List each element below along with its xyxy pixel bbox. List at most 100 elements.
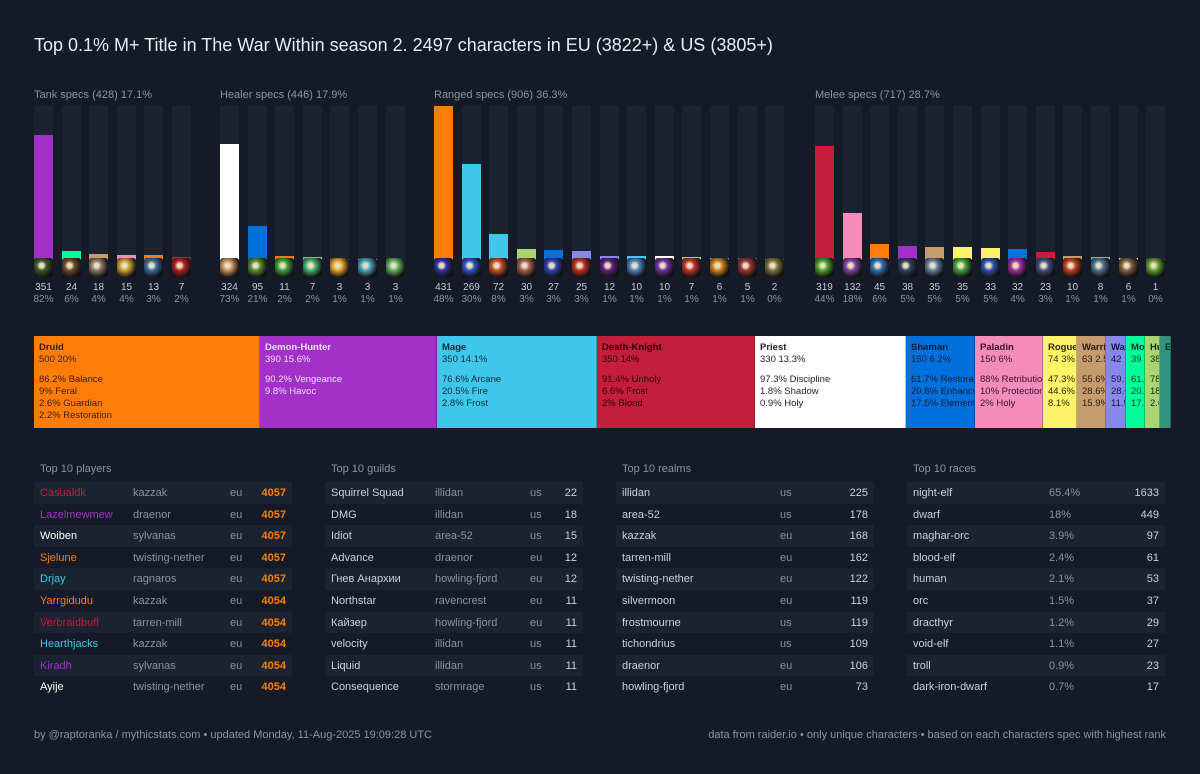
- table-row: illidan us 225: [616, 482, 874, 504]
- spec-bar: [981, 248, 1000, 260]
- realm-count: 178: [849, 508, 868, 521]
- guild-realm: area-52: [435, 530, 473, 543]
- spec-bar: [489, 234, 508, 260]
- spec-bar: [89, 254, 108, 260]
- guild-count: 11: [565, 616, 577, 629]
- class-total: 63 2.5%: [1082, 354, 1105, 365]
- realm-region: eu: [780, 530, 793, 543]
- spec-count: 7: [178, 282, 185, 293]
- guild-region: us: [530, 659, 542, 672]
- guild-region: us: [530, 487, 542, 499]
- race-percent: 2.1%: [1049, 573, 1075, 586]
- table-row: tichondrius us 109: [616, 633, 874, 655]
- spec-count: 319: [816, 282, 833, 293]
- realm-name: silvermoon: [622, 594, 676, 607]
- havoc-icon: [898, 258, 917, 277]
- class-spec-share: 20.5%: [1131, 386, 1145, 397]
- spec-bar: [248, 226, 267, 260]
- player-name: Sjelune: [40, 551, 77, 564]
- class-block: Evoker: [1160, 336, 1171, 428]
- spec-bar: [925, 247, 944, 260]
- class-total: 150 6.2%: [911, 354, 952, 365]
- race-name: human: [913, 573, 947, 586]
- realm-count: 119: [850, 616, 868, 629]
- spec-count: 5: [744, 282, 751, 293]
- race-percent: 65.4%: [1049, 487, 1081, 499]
- table-row: Casualdk kazzak eu 4057: [34, 482, 292, 504]
- realm-region: us: [780, 616, 792, 629]
- player-region: eu: [230, 487, 243, 499]
- realm-region: us: [780, 508, 792, 521]
- spec-bar: [144, 255, 163, 260]
- guild-name: velocity: [331, 638, 368, 651]
- table-row: Lazelmewmew draenor eu 4057: [34, 504, 292, 526]
- player-score: 4054: [261, 638, 286, 651]
- spec-count: 23: [1039, 282, 1052, 293]
- page-title: Top 0.1% M+ Title in The War Within seas…: [34, 35, 773, 55]
- class-spec-share: 17.9%: [1131, 398, 1145, 409]
- guild-name: Advance: [331, 551, 374, 564]
- spec-percent: 3%: [146, 294, 161, 305]
- spec-count: 7: [688, 282, 695, 293]
- guild-count: 15: [564, 530, 577, 543]
- class-block: Demon-Hunter 390 15.6% 90.2% Vengeance 9.8%…: [260, 336, 437, 428]
- class-total: 350 14%: [602, 354, 640, 365]
- spec-percent: 1%: [629, 294, 644, 305]
- realm-name: area-52: [622, 508, 660, 521]
- race-count: 53: [1146, 573, 1159, 586]
- race-count: 1633: [1134, 487, 1159, 499]
- spec-count: 11: [279, 282, 290, 293]
- race-percent: 3.9%: [1049, 530, 1075, 543]
- guild-realm: illidan: [435, 659, 464, 672]
- class-spec-share: 88% Retribution: [980, 374, 1043, 385]
- table-row: Consequence stormrage us 11: [325, 676, 583, 698]
- spec-bar: [1008, 249, 1027, 260]
- bar-track: [358, 106, 377, 260]
- spec-percent: 73%: [219, 294, 240, 305]
- player-region: eu: [230, 573, 243, 586]
- table-row: maghar-orc 3.9% 97: [907, 525, 1165, 547]
- spec-count: 33: [984, 282, 997, 293]
- spec-bar: [434, 106, 453, 260]
- class-total: 500 20%: [39, 354, 77, 365]
- player-score: 4054: [261, 681, 286, 694]
- spec-percent: 18%: [842, 294, 863, 305]
- realm-region: eu: [780, 659, 793, 672]
- player-score: 4057: [261, 487, 286, 499]
- guild-realm: illidan: [435, 487, 464, 499]
- class-name: Death-Knight: [602, 342, 662, 353]
- guild-count: 11: [565, 638, 577, 651]
- class-spec-share: 18.4%: [1150, 386, 1160, 397]
- spec-percent: 3%: [1038, 294, 1053, 305]
- guild-count: 18: [564, 508, 577, 521]
- race-percent: 1.1%: [1049, 638, 1075, 651]
- table-row: Idiot area-52 us 15: [325, 525, 583, 547]
- bar-track: [172, 106, 191, 260]
- bar-track: [898, 106, 917, 260]
- class-block: Hunter38 78.9%18.4%2.6%: [1145, 336, 1160, 428]
- player-realm: ragnaros: [133, 573, 177, 586]
- spec-percent: 2%: [305, 294, 320, 305]
- spec-percent: 2%: [277, 294, 292, 305]
- realm-name: draenor: [622, 659, 660, 672]
- bar-track: [710, 106, 729, 260]
- table-row: Ayije twisting-nether eu 4054: [34, 676, 292, 698]
- guild-realm: stormrage: [435, 681, 485, 694]
- class-spec-share: 61.7% Restoration: [911, 374, 974, 385]
- bar-track: [1146, 106, 1165, 260]
- realm-count: 109: [849, 638, 868, 651]
- guild-name: Consequence: [331, 681, 399, 694]
- spec-count: 15: [120, 282, 133, 293]
- class-total: 39: [1131, 354, 1142, 365]
- spec-count: 30: [520, 282, 533, 293]
- table-row: blood-elf 2.4% 61: [907, 547, 1165, 569]
- race-percent: 1.2%: [1049, 616, 1075, 629]
- assassination-icon: [953, 258, 972, 277]
- realm-name: illidan: [622, 487, 651, 499]
- subtlety-icon: [981, 258, 1000, 277]
- table-row: dracthyr 1.2% 29: [907, 611, 1165, 634]
- realm-name: tichondrius: [622, 638, 676, 651]
- spec-count: 35: [956, 282, 969, 293]
- retribution-icon: [843, 258, 862, 277]
